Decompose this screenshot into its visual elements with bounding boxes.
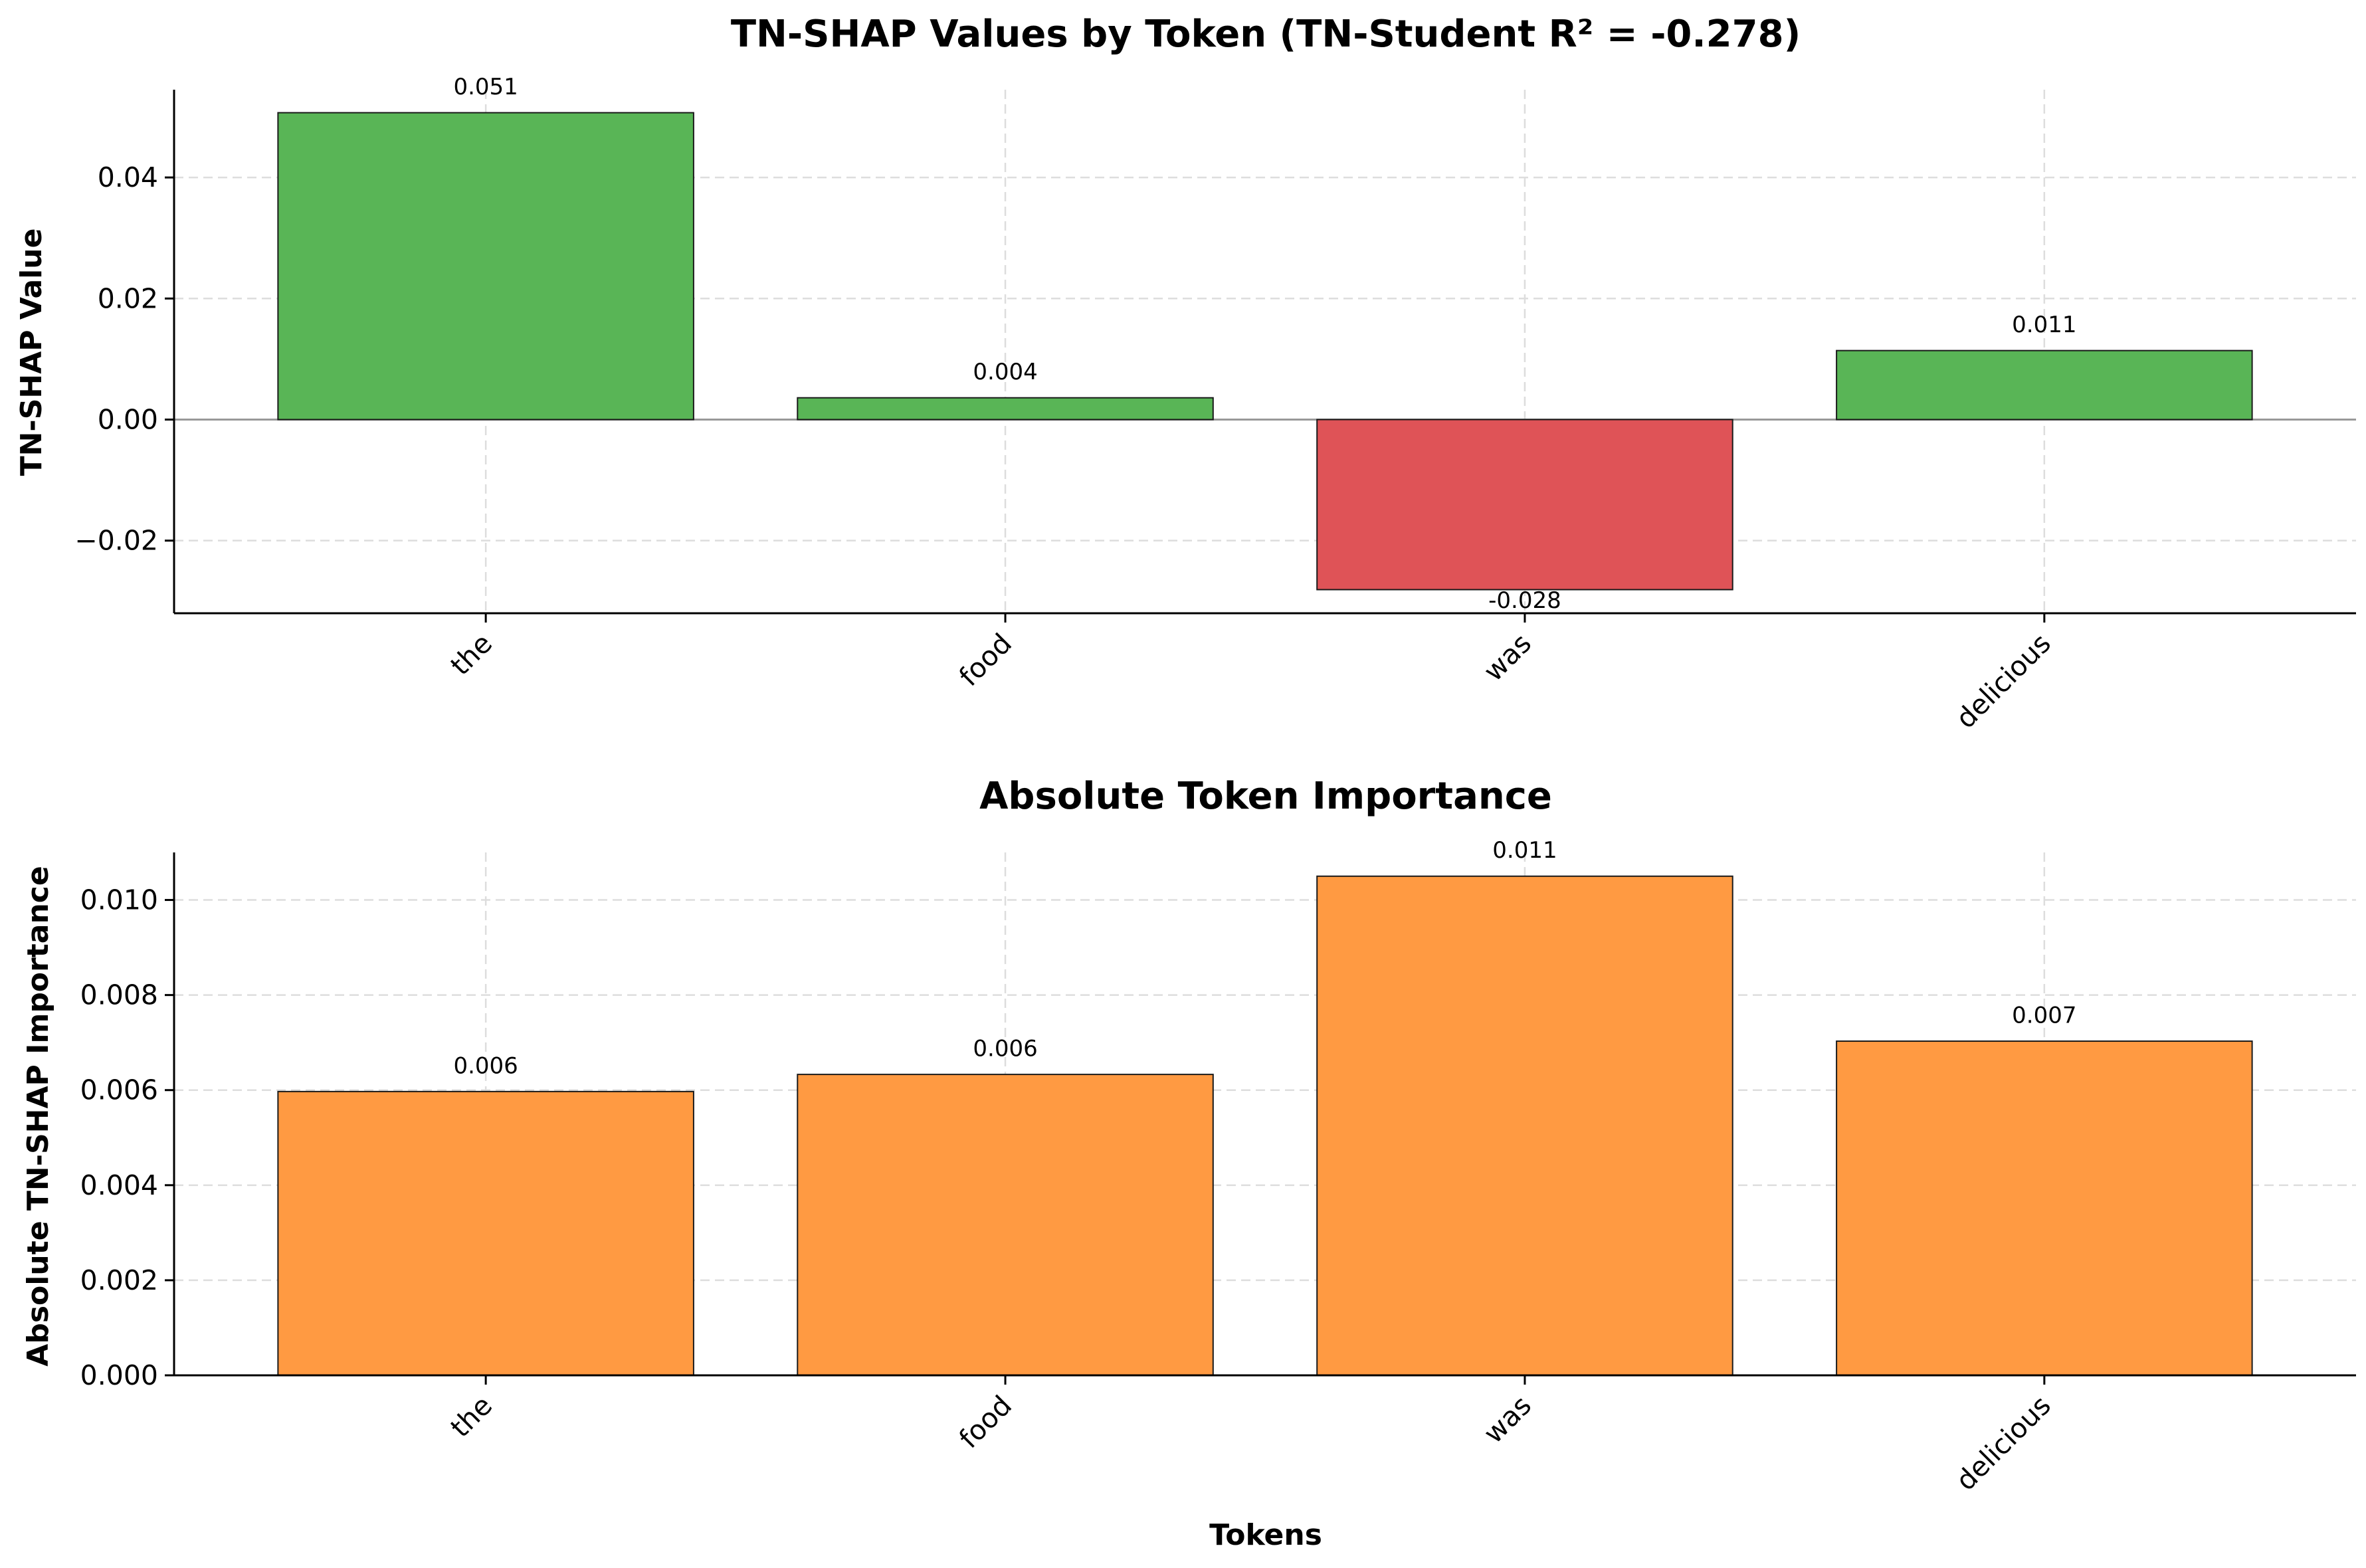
y-tick-label: 0.04 [98,161,158,193]
y-tick-label: 0.006 [80,1074,158,1106]
chart-title: Absolute Token Importance [979,775,1552,818]
data-label: 0.011 [1492,837,1557,864]
y-axis-label: TN-SHAP Value [15,229,49,476]
bar [797,1074,1214,1377]
bar [1316,875,1733,1376]
data-label: 0.004 [973,359,1037,385]
data-label: 0.006 [973,1036,1037,1062]
data-label: 0.011 [2012,312,2076,338]
y-tick-label: −0.02 [74,525,158,557]
data-label: 0.007 [2012,1002,2076,1029]
chart-title: TN-SHAP Values by Token (TN-Student R² =… [731,13,1801,56]
bar [1316,419,1733,591]
y-axis-label: Absolute TN-SHAP Importance [21,866,55,1366]
y-tick-label: 0.010 [80,884,158,916]
data-label: -0.028 [1488,587,1561,614]
x-axis-label: Tokens [1209,1518,1322,1552]
bar [1836,1040,2253,1376]
bar [277,1090,694,1377]
y-tick-label: 0.00 [98,403,158,435]
bar [797,397,1214,421]
bar [1836,349,2253,421]
data-label: 0.051 [453,74,518,100]
y-tick-label: 0.002 [80,1264,158,1296]
y-tick-label: 0.02 [98,282,158,314]
y-tick-label: 0.008 [80,979,158,1011]
y-tick-label: 0.004 [80,1169,158,1201]
bar [277,112,694,421]
data-label: 0.006 [453,1052,518,1079]
y-tick-label: 0.000 [80,1359,158,1391]
